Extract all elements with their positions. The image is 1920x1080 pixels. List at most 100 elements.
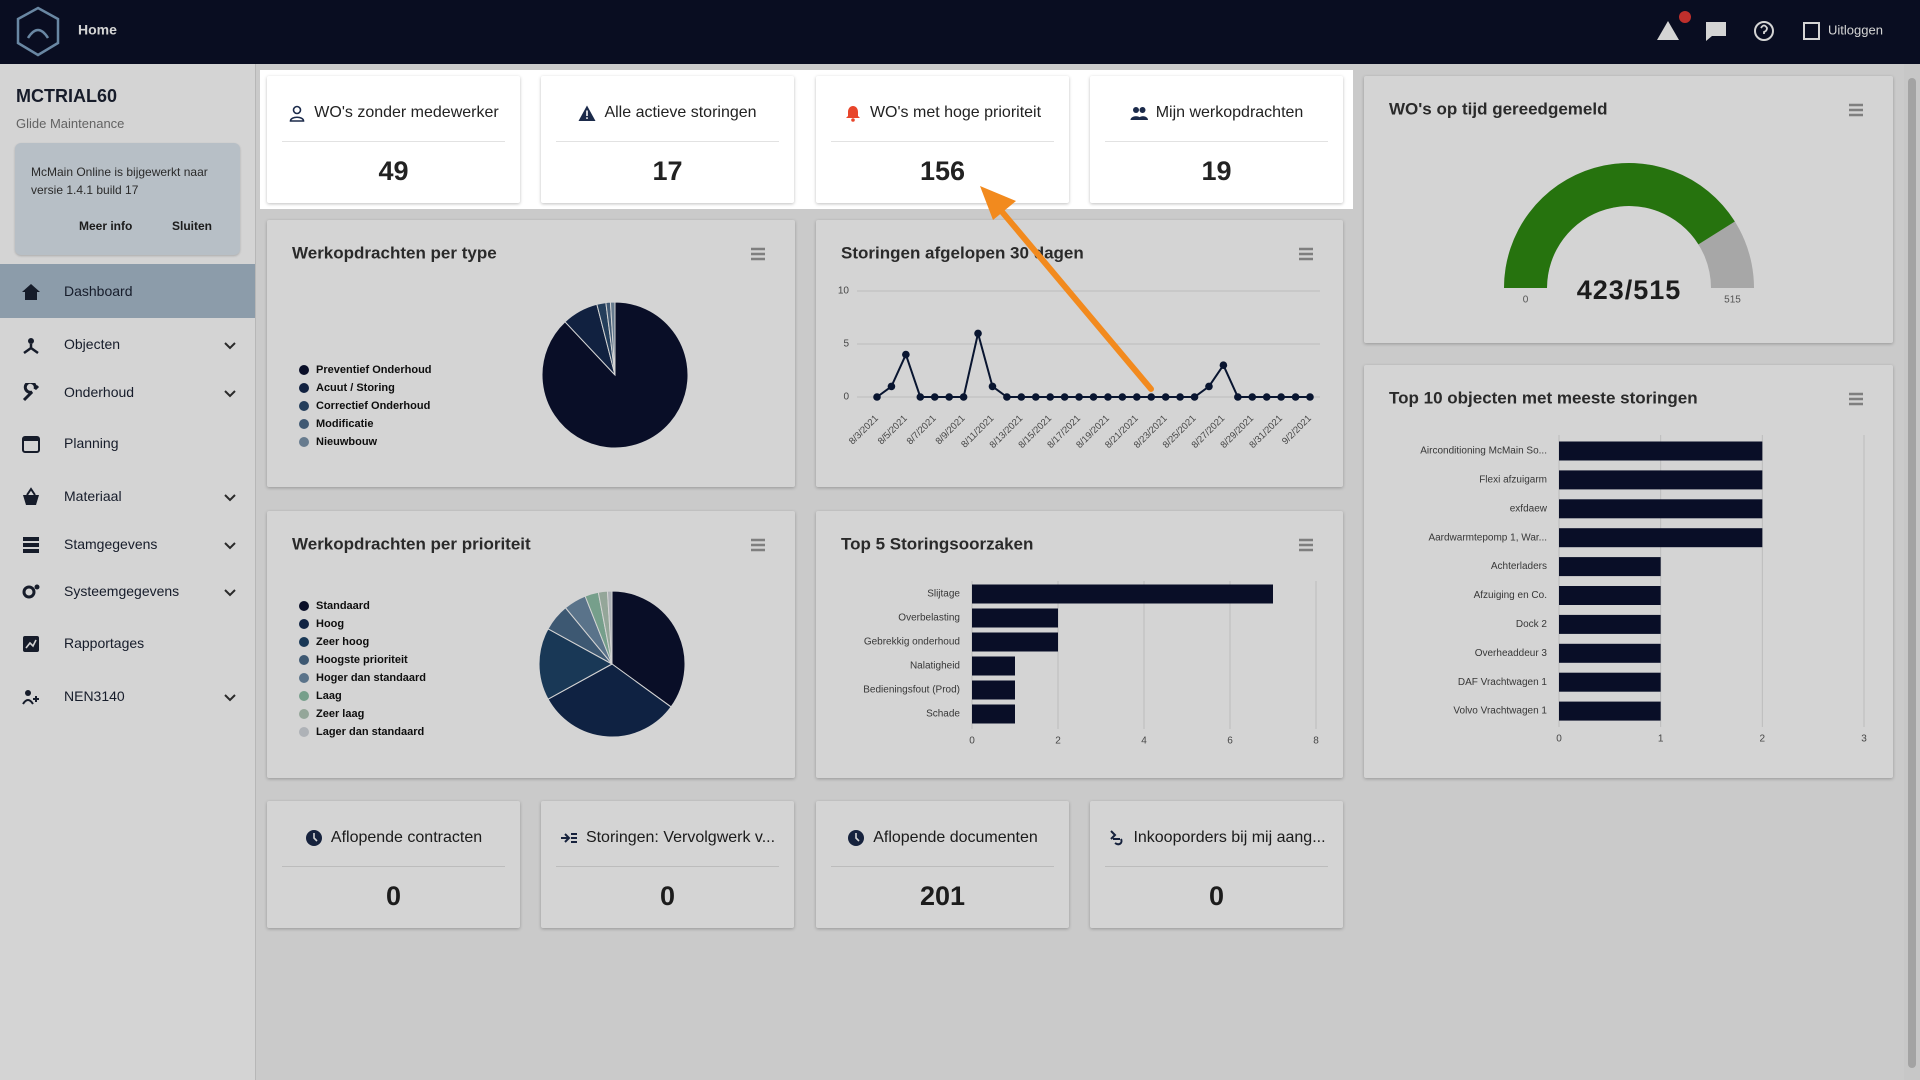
kpi-card[interactable]: Inkooporders bij mij aang... 0 [1090,801,1343,928]
kpi-header: Aflopende contracten [267,829,520,847]
line-point [1176,393,1184,401]
kpi-divider [1105,141,1328,142]
icon-part [23,543,39,547]
icon-part [224,390,236,398]
logo[interactable] [16,6,60,57]
kpi-icon [578,105,596,121]
menu-item[interactable]: Stamgegevens [0,517,255,571]
menu-item[interactable]: Materiaal [0,469,255,523]
alerts-icon[interactable] [1657,21,1679,40]
widget-title: Werkopdrachten per prioriteit [292,534,531,553]
bar [1559,701,1661,721]
icon-part [1130,116,1148,120]
y-tick-label: Flexi afzuigarm [1479,475,1547,486]
widget-title: WO's op tijd gereedgemeld [1389,99,1607,118]
line-point [1031,393,1040,401]
y-tick-label: 10 [838,286,850,297]
x-tick-label: 6 [1227,736,1233,747]
icon-part [224,342,236,350]
legend-label: Preventief Onderhoud [316,364,432,376]
line-point [1060,393,1069,401]
kpi-icon [848,830,865,846]
gauge-min-label: 0 [1523,295,1529,306]
menu-item[interactable]: Dashboard [0,264,255,318]
line-point [1161,393,1170,401]
kpi-header: Alle actieve storingen [541,104,794,122]
bar [1559,586,1661,605]
sidebar: MCTRIAL60 Glide Maintenance McMain Online … [0,64,256,1080]
messages-icon[interactable] [1706,22,1726,41]
line-point [945,393,953,401]
scrollbar[interactable] [1904,64,1920,1080]
widget-title: Top 10 objecten met meeste storingen [1389,388,1698,407]
icon-part [23,495,39,505]
menu-item[interactable]: Objecten [0,317,255,371]
icon-part [23,344,39,355]
line-point [1046,393,1054,401]
icon-part [851,118,855,122]
menu-label: Stamgegevens [64,536,158,552]
kpi-card[interactable]: Aflopende contracten 0 [267,801,520,928]
line-point [1248,393,1257,401]
x-tick-label: 4 [1141,736,1147,747]
line-point [988,382,997,391]
legend-label: Correctief Onderhoud [316,400,430,412]
kpi-label: Aflopende documenten [873,829,1038,846]
pie-slice [547,663,672,738]
legend-label: Acuut / Storing [316,382,395,394]
menu-label: Planning [64,435,119,451]
line-point [1190,393,1199,401]
icon-part [22,284,40,300]
menu-item[interactable]: Planning [0,416,255,470]
kpi-card[interactable]: WO's met hoge prioriteit 156 [816,76,1069,203]
y-tick-label: Overbelasting [898,613,960,624]
pie-slice [609,301,616,376]
more-info-button[interactable]: Meer info [79,219,133,233]
icon-part [23,537,39,541]
bar [972,704,1015,724]
menu-icon [22,436,40,453]
line-point [930,393,939,401]
legend-swatch [299,673,309,683]
kpi-card[interactable]: Storingen: Vervolgwerk v... 0 [541,801,794,928]
widget-title: Top 5 Storingsoorzaken [841,534,1033,553]
bar [972,584,1273,604]
logout-button[interactable]: Uitloggen [1828,22,1883,37]
y-tick-label: Schade [926,709,960,720]
menu-item[interactable]: NEN3140 [0,669,255,723]
icon-part [845,106,860,118]
widget-svg: Werkopdrachten per type Preventief Onderh… [292,243,765,449]
menu-item[interactable]: Systeemgegevens [0,564,255,618]
close-button[interactable]: Sluiten [172,219,213,233]
y-tick-label: Dock 2 [1516,619,1548,630]
x-tick-label: 0 [1556,734,1562,745]
icon-part [23,437,39,441]
icon-part [560,833,577,843]
kpi-header: WO's met hoge prioriteit [816,104,1069,122]
icon-part [224,694,236,702]
bar [972,656,1015,676]
menu-item[interactable]: Rapportages [0,616,255,670]
gauge-value [1504,163,1735,288]
kpi-icon [845,106,860,122]
kpi-card[interactable]: WO's zonder medewerker 49 [267,76,520,203]
legend-swatch [299,727,309,737]
line-point [974,329,982,338]
y-tick-label: Afzuiging en Co. [1474,590,1547,601]
bar [1559,672,1661,692]
y-tick-label: exfdaew [1510,503,1548,514]
menu-item[interactable]: Onderhoud [0,365,255,419]
pie-slice [538,628,614,700]
widget-card: Werkopdrachten per prioriteit Standaard Ho… [267,511,795,778]
kpi-card[interactable]: Alle actieve storingen 17 [541,76,794,203]
expand-chevron [224,589,236,597]
logout-icon[interactable] [1803,22,1820,40]
icon-part [586,117,589,119]
kpi-card[interactable]: Aflopende documenten 201 [816,801,1069,928]
kpi-card[interactable]: Mijn werkopdrachten 19 [1090,76,1343,203]
expand-chevron [224,342,236,350]
icon-part [22,383,40,402]
scrollbar-thumb[interactable] [1908,78,1916,1068]
help-icon[interactable] [1754,21,1774,41]
kpi-header: Aflopende documenten [816,829,1069,847]
